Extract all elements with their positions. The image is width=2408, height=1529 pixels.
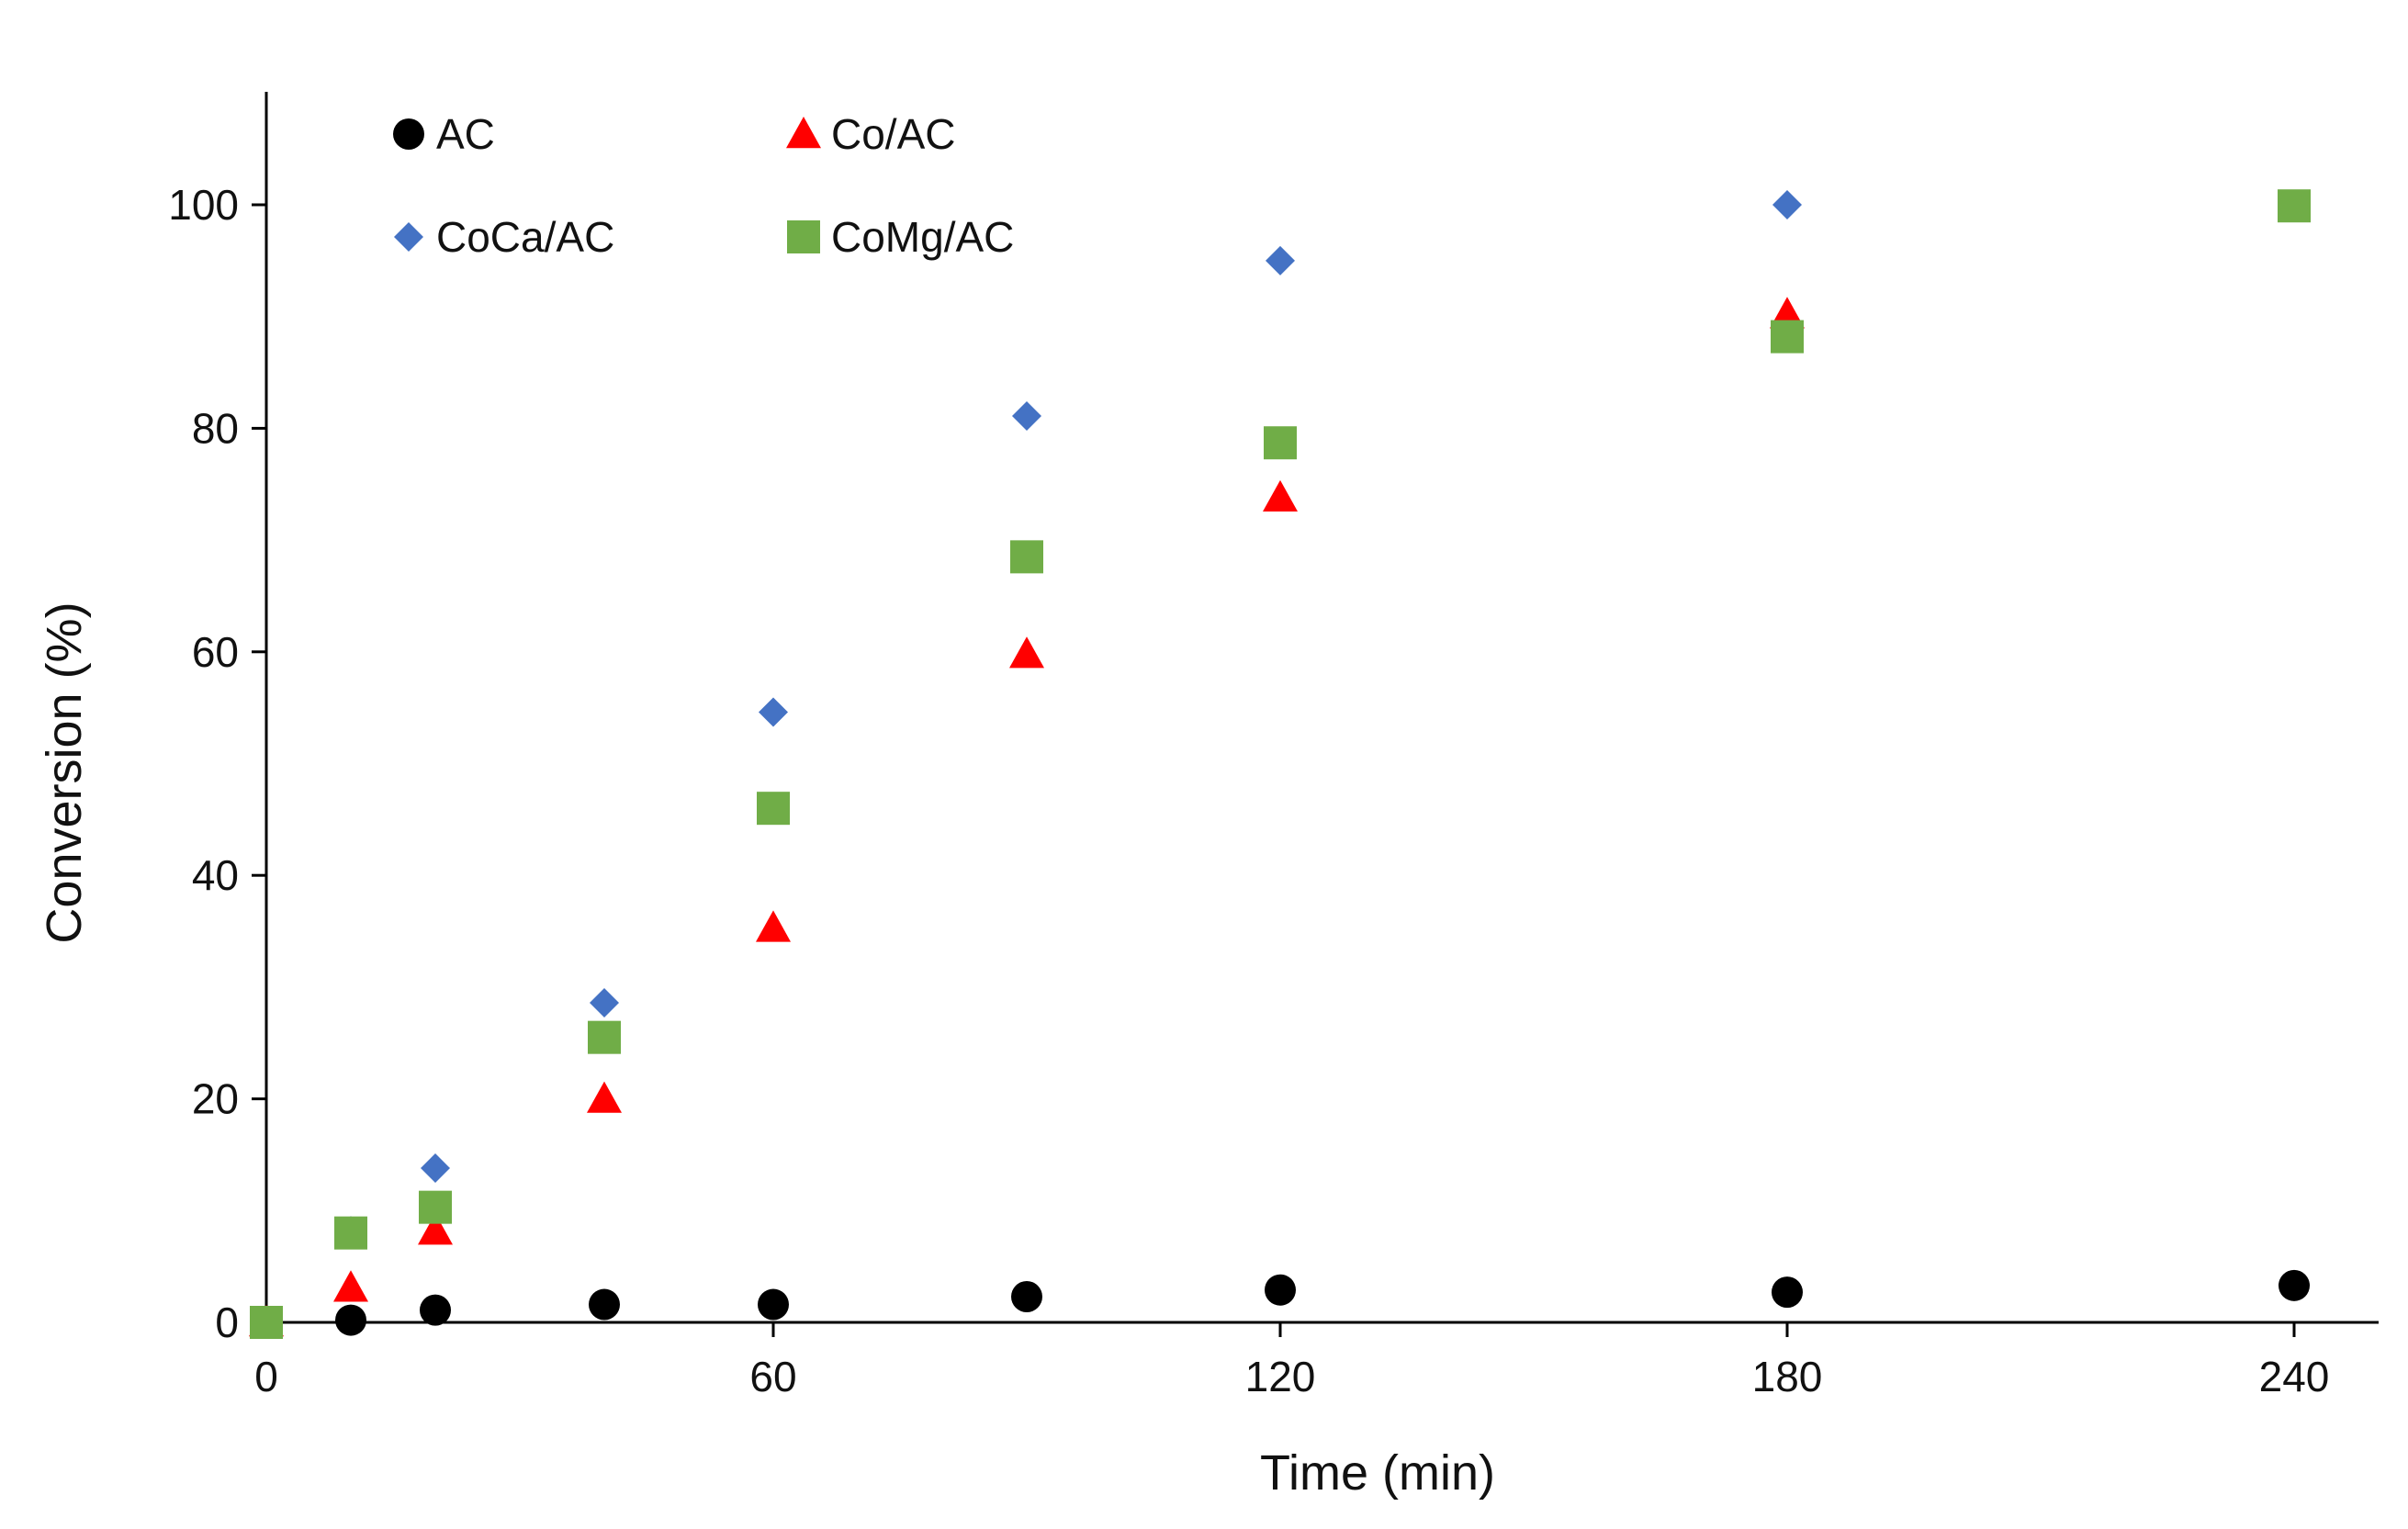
y-tick-label: 80 bbox=[192, 404, 239, 452]
y-axis-title: Conversion (%) bbox=[37, 601, 92, 943]
data-point bbox=[759, 697, 788, 727]
series-comg-ac bbox=[250, 189, 2311, 1339]
legend-label: AC bbox=[436, 110, 495, 158]
data-point bbox=[587, 1081, 622, 1113]
x-tick-label: 120 bbox=[1245, 1353, 1316, 1400]
data-point bbox=[590, 987, 619, 1017]
legend-item: CoMg/AC bbox=[787, 213, 1014, 261]
legend-marker bbox=[786, 117, 821, 149]
data-point bbox=[335, 1304, 366, 1336]
data-point bbox=[756, 910, 791, 942]
x-axis-title: Time (min) bbox=[1260, 1445, 1495, 1501]
data-point bbox=[250, 1306, 283, 1339]
series-co-ac bbox=[249, 297, 1805, 1337]
y-tick-label: 20 bbox=[192, 1075, 239, 1123]
data-point bbox=[1009, 636, 1044, 669]
y-tick-label: 40 bbox=[192, 851, 239, 899]
data-point bbox=[334, 1216, 367, 1250]
x-tick-label: 0 bbox=[254, 1353, 278, 1400]
ticks-layer: 0 20 40 60 80 100 0 60 120 180 240 bbox=[168, 181, 2329, 1400]
legend-label: CoCa/AC bbox=[436, 213, 614, 261]
legend-marker bbox=[393, 118, 424, 150]
marks-layer bbox=[249, 189, 2311, 1339]
legend-item: AC bbox=[393, 110, 495, 158]
data-point bbox=[1772, 190, 1802, 219]
legend: AC Co/AC CoCa/AC CoMg/AC bbox=[393, 110, 1014, 261]
series-coca-ac bbox=[252, 190, 1802, 1337]
legend-marker bbox=[787, 220, 820, 253]
data-point bbox=[1264, 426, 1297, 460]
data-point bbox=[1771, 320, 1804, 354]
legend-label: CoMg/AC bbox=[831, 213, 1014, 261]
data-point bbox=[758, 1288, 789, 1321]
axes-layer bbox=[264, 92, 2379, 1324]
data-point bbox=[418, 1213, 453, 1245]
data-point bbox=[1266, 245, 1295, 275]
data-point bbox=[757, 792, 790, 826]
y-tick-label: 100 bbox=[168, 181, 239, 229]
data-point bbox=[589, 1288, 620, 1321]
data-point bbox=[2278, 189, 2311, 223]
x-tick-label: 180 bbox=[1752, 1353, 1823, 1400]
y-tick-label: 60 bbox=[192, 628, 239, 676]
legend-item: CoCa/AC bbox=[394, 213, 614, 261]
data-point bbox=[1012, 401, 1041, 432]
data-point bbox=[1265, 1274, 1296, 1306]
data-point bbox=[421, 1153, 450, 1184]
legend-label: Co/AC bbox=[831, 110, 955, 158]
data-point bbox=[1010, 540, 1043, 574]
legend-marker bbox=[394, 222, 423, 252]
data-point bbox=[1263, 479, 1298, 512]
data-point bbox=[588, 1020, 621, 1054]
data-point bbox=[1772, 1276, 1803, 1309]
data-point bbox=[420, 1294, 451, 1326]
data-point bbox=[419, 1190, 452, 1224]
data-point bbox=[333, 1270, 368, 1302]
data-point bbox=[2279, 1269, 2310, 1301]
data-point bbox=[1011, 1281, 1042, 1313]
x-tick-label: 240 bbox=[2259, 1353, 2330, 1400]
legend-item: Co/AC bbox=[786, 110, 955, 158]
y-tick-label: 0 bbox=[215, 1299, 239, 1346]
x-tick-label: 60 bbox=[749, 1353, 796, 1400]
